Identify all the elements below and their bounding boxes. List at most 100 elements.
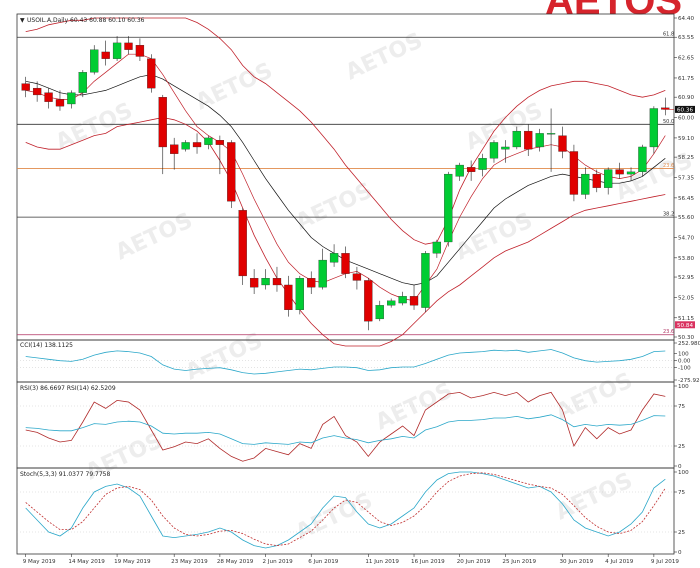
candle [421, 251, 430, 313]
rsi-indicator: 100 75 25 0 [17, 384, 689, 470]
candle [249, 269, 259, 295]
rsi-line-2 [25, 414, 666, 445]
candle [192, 133, 202, 154]
rsi-axis-label: 25 [678, 444, 686, 450]
candle [615, 162, 624, 179]
bottom-price-tag: 50.84 [677, 323, 693, 329]
cci-axis-label: -100 [678, 366, 691, 372]
cci-axis-label: -275.924 [678, 378, 700, 384]
date-label: 19 May 2019 [114, 559, 151, 565]
candle [512, 126, 521, 150]
bollinger-lower-line [25, 117, 666, 347]
date-label: 28 May 2019 [217, 559, 254, 565]
stoch-axis-label: 25 [678, 530, 686, 536]
candle [124, 36, 133, 55]
price-axis-label: 64.40 [678, 16, 694, 22]
fibonacci-label: 61.8 [663, 32, 674, 38]
chart-dropdown-icon[interactable]: ▼ [20, 17, 25, 24]
candle [32, 81, 42, 102]
candle [558, 126, 567, 159]
symbol-title: USOIL.A,Daily 60.43 60.88 60.10 60.36 [27, 17, 145, 24]
candle [318, 248, 327, 290]
candle [295, 275, 304, 315]
price-axis-label: 63.55 [678, 35, 694, 41]
watermark-text: AETOS [372, 378, 457, 435]
price-axis-label: 59.10 [678, 136, 694, 142]
price-axis: 64.40 63.55 62.65 61.75 60.90 60.00 59.10 58.25… [674, 16, 694, 341]
candle [135, 38, 145, 61]
candle [466, 160, 476, 181]
stoch-line-1 [25, 471, 666, 549]
fibonacci-levels: 61.8 50.0 23.6 38.2 23.6 [17, 32, 674, 335]
price-axis-label: 53.80 [678, 256, 694, 262]
watermark-text: AETOS [182, 328, 267, 385]
candle [501, 140, 510, 163]
date-label: 16 Jun 2019 [411, 559, 445, 565]
candle [272, 266, 282, 292]
candle [44, 88, 53, 109]
candle [569, 144, 579, 202]
fibonacci-label: 50.0 [663, 119, 674, 125]
bollinger-upper-line [25, 17, 666, 245]
candle [90, 45, 99, 75]
cci-line [25, 349, 666, 375]
stoch-title: Stoch(5,3,3) 91.0377 79.7758 [20, 471, 111, 478]
candle [67, 90, 76, 109]
rsi-title: RSI(3) 86.6697 RSI(14) 62.5209 [20, 385, 116, 392]
price-axis-label: 54.70 [678, 235, 694, 241]
rsi-axis-label: 0 [678, 464, 682, 470]
candle [78, 70, 87, 98]
price-axis-label: 56.45 [678, 196, 694, 202]
candle [227, 140, 236, 209]
candle [524, 124, 533, 157]
date-axis: 9 May 2019 14 May 2019 19 May 2019 23 May 2… [23, 554, 679, 565]
last-price-tag: 60.36 [677, 107, 693, 113]
fibonacci-label: 38.2 [663, 212, 674, 218]
candle [181, 140, 190, 152]
candle [341, 246, 350, 279]
price-axis-label: 61.75 [678, 76, 694, 82]
price-axis-label: 52.95 [678, 275, 694, 281]
date-label: 9 May 2019 [23, 559, 56, 565]
stochastic-indicator: 100 75 25 0 [17, 470, 689, 556]
candle [364, 278, 373, 331]
fibonacci-label: 23.6 [663, 163, 674, 169]
candle [626, 167, 636, 181]
date-label: 11 Jun 2019 [365, 559, 399, 565]
cci-title: CCI(14) 138.1125 [20, 342, 73, 349]
price-axis-label: 58.25 [678, 155, 694, 161]
candle [238, 208, 247, 285]
cci-axis-label: 0.00 [678, 359, 691, 365]
stoch-line-2 [25, 472, 666, 547]
candle [352, 266, 362, 290]
candle [101, 40, 110, 66]
watermark-text: AETOS [192, 58, 277, 115]
candle [329, 244, 339, 267]
stoch-axis-label: 100 [678, 470, 689, 476]
candle [398, 291, 407, 306]
date-label: 23 May 2019 [171, 559, 208, 565]
fibonacci-label: 23.6 [663, 329, 674, 335]
candle [112, 36, 122, 61]
candle [409, 284, 419, 310]
candle [592, 169, 601, 193]
price-axis-label: 60.00 [678, 116, 694, 122]
candle [284, 275, 293, 317]
price-axis-label: 55.60 [678, 215, 694, 221]
date-label: 6 Jun 2019 [308, 559, 339, 565]
date-label: 14 May 2019 [68, 559, 105, 565]
price-axis-label: 57.35 [678, 176, 694, 182]
candle [535, 128, 544, 152]
bottom-price-tag-bg [675, 321, 695, 329]
candle [478, 153, 487, 177]
candle [387, 298, 396, 308]
candlesticks [21, 36, 674, 331]
candle [489, 140, 499, 163]
candle [649, 106, 659, 154]
candle [21, 76, 30, 98]
watermark-text: AETOS [292, 488, 377, 545]
price-axis-label: 52.05 [678, 295, 694, 301]
candle [147, 54, 156, 93]
price-axis-label: 62.65 [678, 56, 694, 62]
